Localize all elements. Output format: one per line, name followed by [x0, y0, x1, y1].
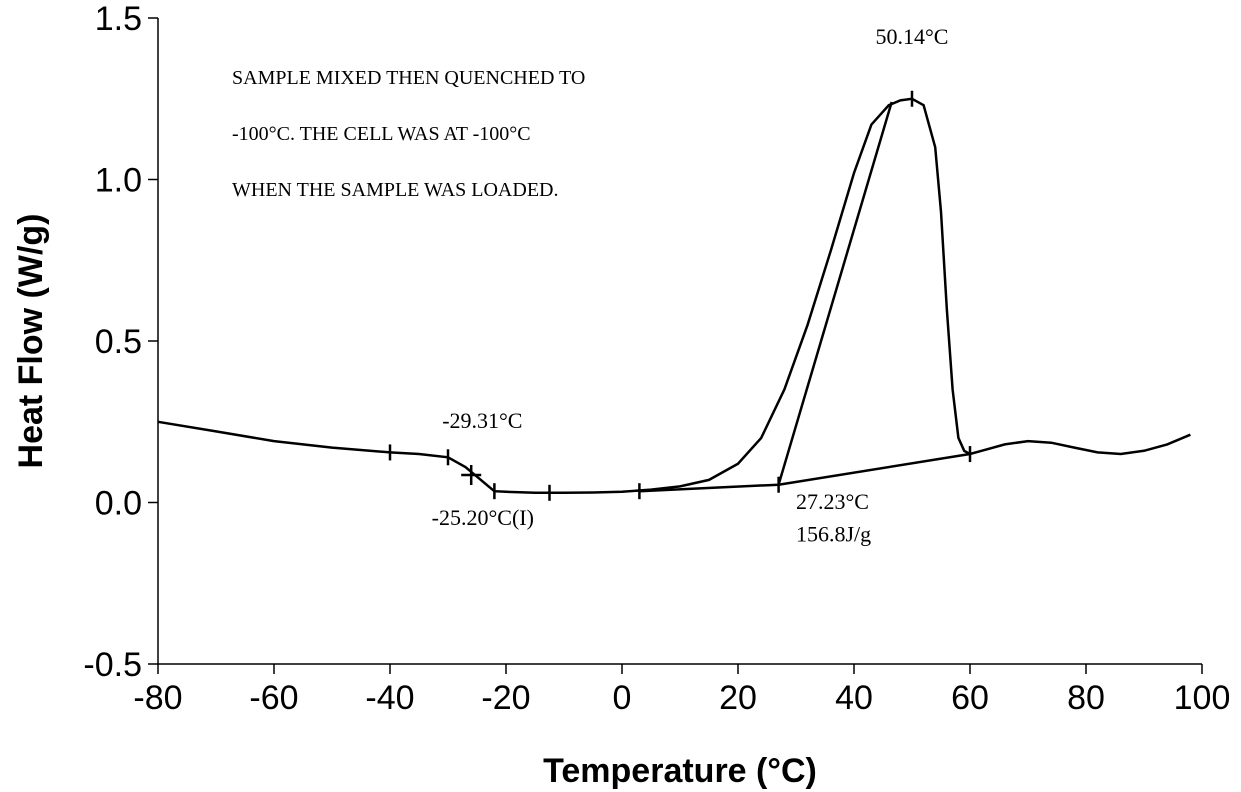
- y-axis-title: Heat Flow (W/g): [12, 214, 50, 469]
- x-tick-label: -60: [249, 679, 298, 717]
- x-tick-label: -80: [133, 679, 182, 717]
- x-axis-ticks: -80 -60 -40 -20 0 20 40 60 80 100: [133, 664, 1230, 717]
- y-tick-label: 0.0: [95, 485, 142, 523]
- baseline-line: [777, 101, 893, 486]
- x-tick-label: -40: [365, 679, 414, 717]
- sample-note: SAMPLE MIXED THEN QUENCHED TO -100°C. THE…: [232, 67, 585, 201]
- x-tick-label: 100: [1174, 679, 1231, 717]
- y-tick-label: 1.0: [95, 162, 142, 200]
- annotation-label: 50.14°C: [876, 24, 949, 49]
- y-axis-ticks: -0.5 0.0 0.5 1.0 1.5: [83, 0, 158, 684]
- annotation-label: -25.20°C(I): [432, 505, 534, 530]
- data-series: [157, 97, 1191, 495]
- x-tick-label: 20: [719, 679, 757, 717]
- annotation-label: 156.8J/g: [796, 521, 871, 546]
- x-axis-title: Temperature (°C): [543, 752, 817, 790]
- baseline-lines: [639, 101, 971, 493]
- annotation-label: -29.31°C: [442, 408, 522, 433]
- note-line: WHEN THE SAMPLE WAS LOADED.: [232, 179, 558, 201]
- y-tick-label: -0.5: [83, 646, 142, 684]
- x-tick-label: 60: [951, 679, 989, 717]
- annotation-label: 27.23°C: [796, 489, 869, 514]
- x-tick-label: 0: [613, 679, 632, 717]
- annotations: 50.14°C -29.31°C -25.20°C(I) 27.23°C 156.8J/…: [432, 24, 949, 546]
- plot-axes: [157, 18, 1202, 665]
- series-line: [157, 97, 1191, 495]
- y-tick-label: 0.5: [95, 323, 142, 361]
- note-line: SAMPLE MIXED THEN QUENCHED TO: [232, 67, 585, 89]
- note-line: -100°C. THE CELL WAS AT -100°C: [232, 123, 531, 145]
- analysis-markers: [388, 90, 972, 501]
- cross-marker: [461, 465, 482, 486]
- y-tick-label: 1.5: [95, 0, 142, 38]
- x-tick-label: 80: [1067, 679, 1105, 717]
- x-tick-label: 40: [835, 679, 873, 717]
- x-tick-label: -20: [481, 679, 530, 717]
